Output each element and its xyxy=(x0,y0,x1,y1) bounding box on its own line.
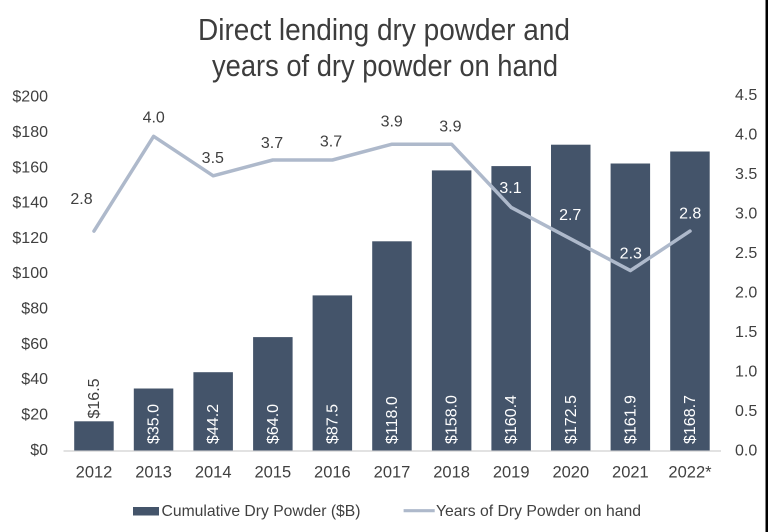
svg-text:$20: $20 xyxy=(21,407,48,424)
svg-text:2013: 2013 xyxy=(135,464,172,482)
svg-text:1.5: 1.5 xyxy=(735,324,757,341)
svg-text:1.0: 1.0 xyxy=(735,364,757,381)
svg-text:$158.0: $158.0 xyxy=(444,395,461,444)
svg-text:$35.0: $35.0 xyxy=(146,404,163,444)
svg-text:$120: $120 xyxy=(12,230,48,247)
svg-text:2020: 2020 xyxy=(552,464,589,482)
svg-text:2017: 2017 xyxy=(374,464,411,482)
svg-text:2022*: 2022* xyxy=(668,464,712,482)
svg-text:$80: $80 xyxy=(21,300,48,317)
svg-text:$140: $140 xyxy=(12,195,48,212)
svg-text:$60: $60 xyxy=(21,336,48,353)
svg-text:3.1: 3.1 xyxy=(499,180,521,197)
svg-text:Direct lending dry powder and: Direct lending dry powder and xyxy=(198,12,570,47)
svg-text:2.7: 2.7 xyxy=(559,207,581,224)
svg-text:Years of Dry Powder on hand: Years of Dry Powder on hand xyxy=(436,503,641,520)
svg-text:2014: 2014 xyxy=(195,464,232,482)
svg-text:0.5: 0.5 xyxy=(735,403,757,420)
svg-text:years of dry powder on hand: years of dry powder on hand xyxy=(212,48,558,83)
svg-text:3.9: 3.9 xyxy=(381,113,403,130)
svg-text:4.5: 4.5 xyxy=(735,87,757,104)
svg-text:2.5: 2.5 xyxy=(735,245,757,262)
svg-text:$0: $0 xyxy=(30,442,48,459)
svg-text:$118.0: $118.0 xyxy=(384,396,401,444)
svg-text:4.0: 4.0 xyxy=(735,127,757,144)
svg-text:$200: $200 xyxy=(12,89,48,106)
svg-text:2.0: 2.0 xyxy=(735,285,757,302)
svg-text:2012: 2012 xyxy=(76,464,113,482)
svg-text:0.0: 0.0 xyxy=(735,443,757,460)
svg-text:2.8: 2.8 xyxy=(679,206,701,223)
svg-text:2.8: 2.8 xyxy=(70,191,92,208)
svg-text:$160.4: $160.4 xyxy=(503,395,520,444)
svg-text:$100: $100 xyxy=(12,265,48,282)
svg-text:Cumulative Dry Powder ($B): Cumulative Dry Powder ($B) xyxy=(162,503,361,520)
svg-text:$16.5: $16.5 xyxy=(86,378,103,418)
svg-text:2021: 2021 xyxy=(612,464,649,482)
svg-text:2019: 2019 xyxy=(493,464,530,482)
svg-text:2015: 2015 xyxy=(254,464,291,482)
svg-text:3.7: 3.7 xyxy=(261,135,283,152)
svg-text:$44.2: $44.2 xyxy=(205,404,222,444)
svg-text:$172.5: $172.5 xyxy=(563,395,580,444)
svg-text:2016: 2016 xyxy=(314,464,351,482)
svg-text:$64.0: $64.0 xyxy=(265,404,282,444)
svg-text:$40: $40 xyxy=(21,371,48,388)
svg-text:3.0: 3.0 xyxy=(735,206,757,223)
svg-text:4.0: 4.0 xyxy=(143,109,165,126)
svg-text:$87.5: $87.5 xyxy=(324,404,341,444)
svg-text:3.7: 3.7 xyxy=(320,133,342,150)
svg-text:3.9: 3.9 xyxy=(439,119,461,136)
svg-text:$161.9: $161.9 xyxy=(622,395,639,444)
svg-text:$168.7: $168.7 xyxy=(682,395,699,444)
svg-text:$180: $180 xyxy=(12,124,48,141)
svg-text:2018: 2018 xyxy=(433,464,470,482)
svg-text:3.5: 3.5 xyxy=(735,166,757,183)
svg-text:$160: $160 xyxy=(12,159,48,176)
svg-text:3.5: 3.5 xyxy=(202,150,224,167)
svg-text:2.3: 2.3 xyxy=(620,245,642,262)
